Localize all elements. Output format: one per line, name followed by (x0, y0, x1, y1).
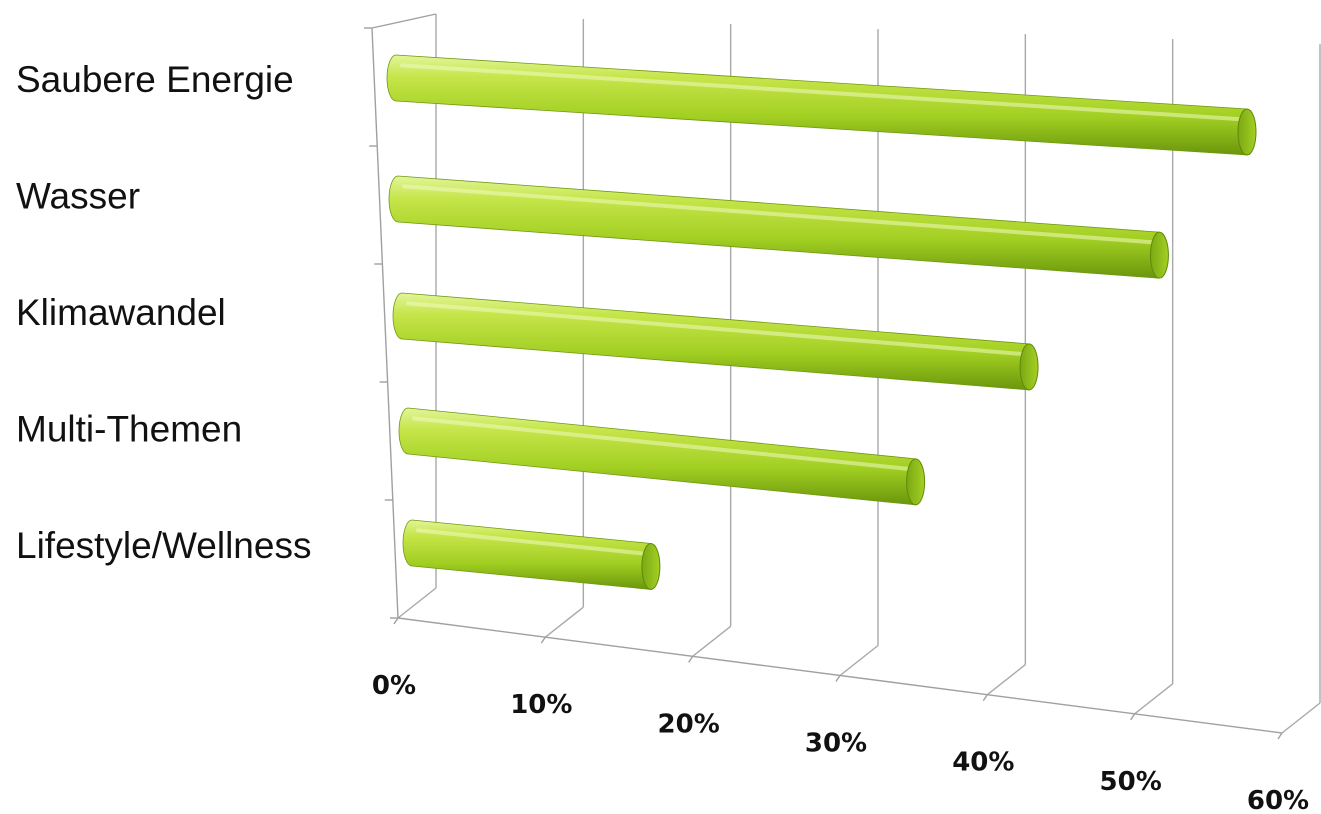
x-axis-tick (835, 675, 841, 682)
bar-end-cap (906, 458, 926, 506)
bar-end-cap (1149, 231, 1169, 279)
floor-gridline (839, 644, 879, 677)
bar-highlight (400, 63, 1245, 122)
bar-body (398, 407, 917, 506)
bar-end-cap (641, 542, 661, 590)
x-tick-label: 30% (805, 729, 867, 759)
category-label: Klimawandel (16, 292, 226, 333)
bar-body (392, 292, 1030, 391)
x-tick-label: 10% (510, 690, 572, 720)
bar-end-cap (1237, 108, 1257, 156)
bar (388, 175, 1169, 279)
bar-body (386, 54, 1248, 156)
bar (392, 292, 1039, 391)
category-labels: Saubere Energie Wasser Klimawandel Multi-Th… (16, 59, 311, 566)
x-tick-label: 0% (372, 671, 416, 701)
bar-end-cap (1019, 343, 1039, 391)
floor-gridline (1281, 702, 1321, 734)
bar (398, 407, 926, 506)
floor-gridline (544, 606, 584, 638)
bar-highlight (416, 528, 649, 556)
bar-highlight (402, 184, 1158, 245)
bar-highlight (412, 416, 914, 472)
category-label: Saubere Energie (16, 59, 294, 100)
category-label: Wasser (16, 176, 140, 217)
x-axis-tick-labels: 0% 10% 20% 30% 40% 50% 60% (372, 671, 1309, 814)
x-axis-tick (688, 655, 694, 663)
floor-gridline (986, 664, 1026, 696)
bar (402, 519, 661, 590)
floor-gridline (397, 587, 437, 619)
x-axis-tick (1277, 732, 1283, 740)
bar (386, 54, 1257, 156)
bars-layer (386, 54, 1257, 590)
x-tick-label: 60% (1247, 786, 1309, 814)
x-tick-label: 20% (658, 709, 720, 739)
x-tick-label: 40% (952, 748, 1014, 778)
floor-gridline (692, 625, 732, 657)
bar-body (402, 519, 652, 590)
vertical-axis-line (371, 27, 399, 619)
x-axis-tick (1130, 713, 1136, 721)
category-label: Multi-Themen (16, 409, 242, 450)
category-label: Lifestyle/Wellness (16, 525, 311, 566)
x-tick-label: 50% (1100, 767, 1162, 797)
axis-top-edge (371, 13, 437, 29)
x-axis-tick (540, 636, 546, 644)
bar-highlight (406, 301, 1028, 357)
x-axis-tick (982, 694, 988, 702)
floor-gridline (1134, 683, 1174, 715)
x-axis-tick (393, 617, 399, 625)
bar-body (388, 175, 1160, 279)
